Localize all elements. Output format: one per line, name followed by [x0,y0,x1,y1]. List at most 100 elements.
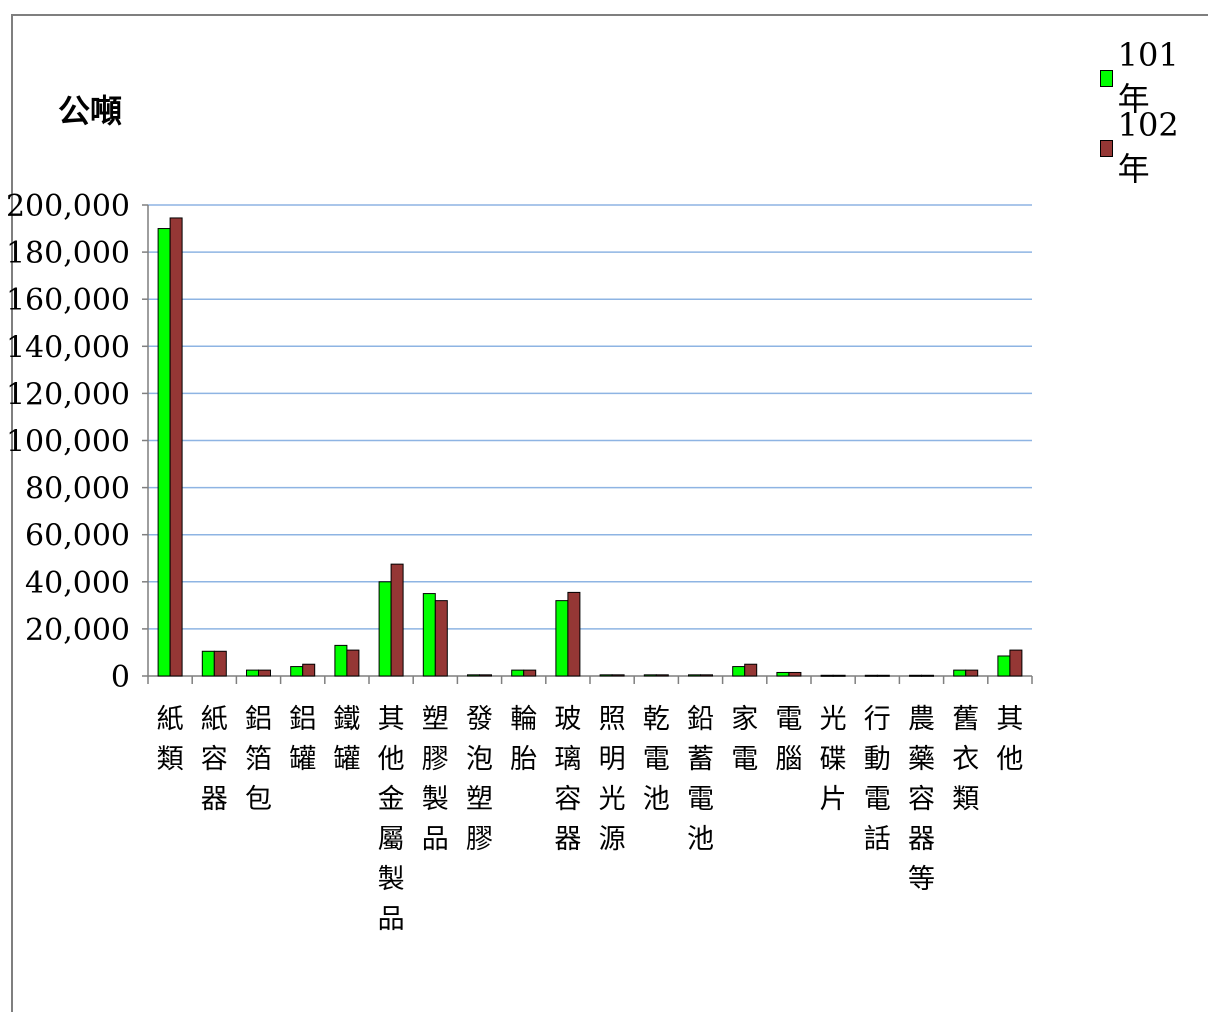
bar-102 [390,563,404,677]
x-category-label: 璃 [554,744,581,775]
chart-frame [11,14,1208,1012]
x-category-label: 話 [864,824,891,855]
x-category-label: 鋁 [245,704,272,735]
legend-item-101: 101年 [1100,36,1208,118]
x-category-label: 品 [378,904,405,935]
x-category-label: 照 [599,704,626,735]
x-category-label: 電 [775,704,802,735]
x-category-label: 明 [599,744,626,775]
x-category-label: 鐵 [333,704,360,735]
x-category-label: 紙 [157,704,184,735]
x-category-label: 器 [554,824,581,855]
x-category-label: 其 [378,704,405,735]
x-category-label: 鋁 [289,704,316,735]
bar-101 [643,674,657,677]
x-category-label: 器 [908,824,935,855]
bar-101 [246,669,259,677]
bar-101 [997,655,1011,677]
bar-102 [523,669,537,677]
x-category-label: 腦 [775,744,802,775]
x-category-label: 輪 [510,704,537,735]
x-category-label: 衣 [952,744,979,775]
legend-swatch-101 [1100,69,1113,87]
bar-101 [555,600,569,677]
x-category-label: 家 [731,704,758,735]
x-category-label: 箔 [245,744,272,775]
bar-101 [909,674,922,677]
bar-101 [688,674,701,677]
bar-102 [876,674,890,677]
x-category-label: 電 [643,744,670,775]
x-category-label: 膠 [422,744,449,775]
bar-101 [953,669,967,677]
x-category-label: 類 [952,784,979,815]
bar-102 [921,674,934,677]
y-tick-label: 0 [111,660,130,695]
x-category-label: 電 [864,784,891,815]
bar-101 [511,669,525,677]
x-category-label: 容 [908,784,935,815]
x-category-label: 片 [820,784,847,815]
x-category-label: 光 [820,704,847,735]
x-category-label: 塑 [422,704,449,735]
legend-label-102: 102年 [1117,106,1179,188]
y-tick-label: 60,000 [25,519,130,554]
bar-102 [700,674,713,677]
bar-101 [157,228,171,677]
x-category-label: 泡 [466,744,493,775]
bar-101 [290,666,304,677]
x-category-label: 動 [864,744,891,775]
y-tick-label: 40,000 [25,566,130,601]
y-tick-label: 200,000 [6,189,130,224]
bar-102 [744,663,758,677]
x-category-label: 製 [378,864,405,895]
x-category-label: 罐 [333,744,360,775]
x-category-label: 行 [864,704,891,735]
bar-101 [864,674,878,677]
y-tick-label: 80,000 [25,472,130,507]
bar-102 [832,674,846,677]
legend: 101年 102年 [1100,36,1208,198]
x-category-label: 容 [554,784,581,815]
x-category-label: 光 [599,784,626,815]
x-category-label: 容 [201,744,228,775]
y-tick-label: 180,000 [6,236,130,271]
x-category-label: 包 [245,784,272,815]
x-category-label: 胎 [510,744,537,775]
bar-101 [334,644,348,677]
x-category-label: 膠 [466,824,493,855]
x-category-label: 其 [996,704,1023,735]
x-category-label: 池 [643,784,670,815]
bar-101 [732,666,746,677]
bar-101 [378,581,392,677]
bar-102 [1009,649,1023,677]
bar-102 [213,650,227,677]
x-category-label: 他 [378,744,405,775]
bar-102 [434,600,448,677]
bar-102 [965,669,979,677]
x-category-label: 金 [378,784,405,815]
x-category-label: 舊 [952,704,979,735]
x-category-label: 屬 [378,824,405,855]
bar-101 [201,650,215,677]
x-category-label: 品 [422,824,449,855]
bar-102 [479,674,492,677]
y-tick-label: 20,000 [25,613,130,648]
x-category-label: 電 [687,784,714,815]
x-category-label: 紙 [201,704,228,735]
y-tick-label: 120,000 [6,377,130,412]
bar-102 [611,674,625,677]
bar-101 [599,674,613,677]
bar-101 [820,674,834,677]
y-tick-label: 140,000 [6,330,130,365]
x-category-label: 農 [908,704,935,735]
bar-102 [346,649,360,677]
bar-102 [788,671,802,677]
x-category-label: 鉛 [687,704,714,735]
y-tick-label: 160,000 [6,283,130,318]
legend-label-101: 101年 [1117,36,1179,118]
x-category-label: 源 [599,824,626,855]
x-category-label: 發 [466,704,493,735]
x-category-label: 製 [422,784,449,815]
